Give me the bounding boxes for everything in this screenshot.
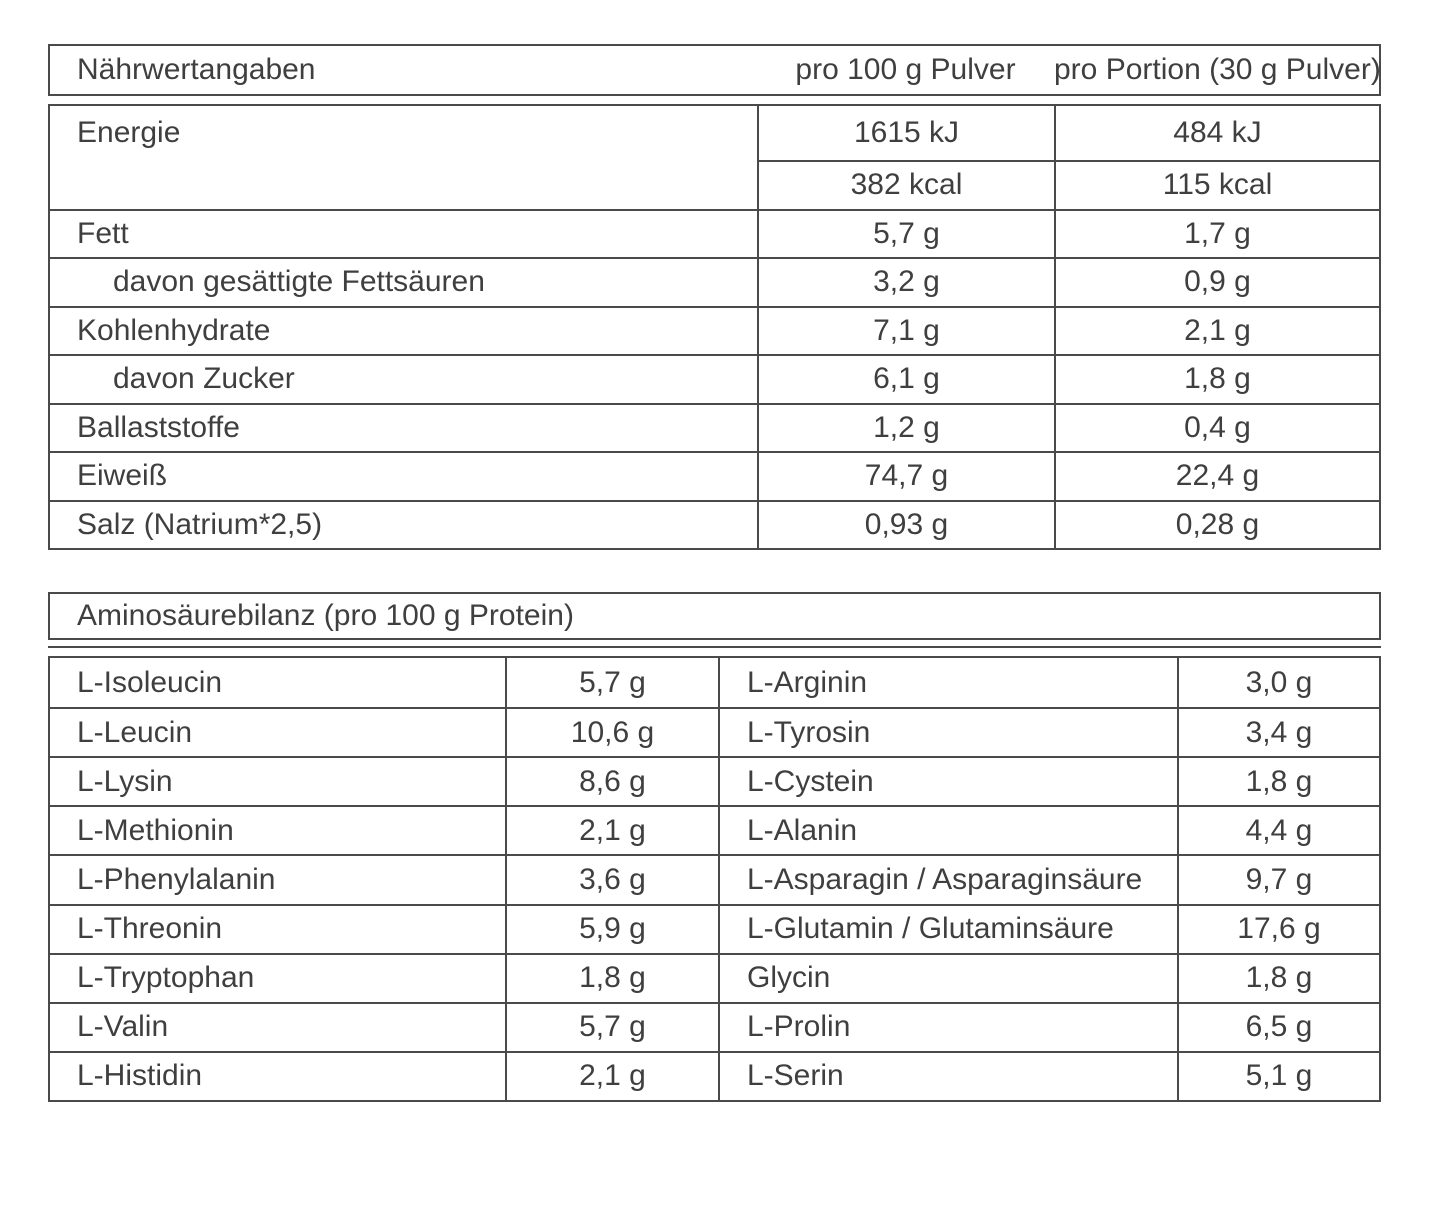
value-per-100g: 5,7 g (757, 208, 1054, 257)
amino-name: L-Serin (718, 1050, 1177, 1100)
amino-value: 3,4 g (1177, 707, 1379, 757)
amino-value: 1,8 g (505, 952, 718, 1002)
column-header-per-100g: pro 100 g Pulver (795, 53, 1016, 86)
nutrient-label: Ballaststoffe (50, 402, 757, 452)
value-per-portion-energie-kj: 484 kJ (1054, 106, 1379, 160)
nutrient-label-sub: davon Zucker (50, 354, 757, 403)
value-per-100g: 74,7 g (757, 451, 1054, 500)
amino-value: 2,1 g (505, 805, 718, 855)
amino-value: 9,7 g (1177, 854, 1379, 904)
amino-name: L-Asparagin / Asparaginsäure (718, 854, 1177, 904)
amino-name: L-Cystein (718, 756, 1177, 806)
value-per-100g: 6,1 g (757, 354, 1054, 403)
nutrient-label: Fett (50, 208, 757, 258)
value-per-100g: 3,2 g (757, 257, 1054, 306)
amino-name: L-Arginin (718, 658, 1177, 708)
value-per-portion: 0,9 g (1054, 257, 1379, 306)
amino-name: L-Isoleucin (77, 665, 223, 699)
nutrient-label: Salz (Natrium*2,5) (50, 499, 757, 549)
value-per-100g-energie-kcal: 382 kcal (757, 160, 1054, 209)
amino-value: 5,7 g (505, 1001, 718, 1051)
value-per-portion: 0,28 g (1054, 499, 1379, 548)
amino-table-divider-rule (48, 646, 1381, 648)
nutrition-table-header: Nährwertangaben pro 100 g Pulver pro Por… (48, 44, 1381, 96)
nutrient-label-energie: Energie (77, 116, 181, 149)
value-per-100g: 0,93 g (757, 499, 1054, 548)
amino-name: L-Threonin (50, 903, 505, 953)
nutrient-label-sub: davon gesättigte Fettsäuren (50, 257, 757, 306)
amino-name: L-Tyrosin (718, 707, 1177, 757)
amino-value: 5,1 g (1177, 1050, 1379, 1100)
amino-name: L-Leucin (50, 707, 505, 756)
value-per-100g: 1,2 g (757, 402, 1054, 451)
value-per-portion: 0,4 g (1054, 402, 1379, 451)
amino-value: 4,4 g (1177, 805, 1379, 855)
column-header-per-portion: pro Portion (30 g Pulver) (1054, 53, 1381, 86)
amino-name: L-Tryptophan (50, 952, 505, 1002)
amino-name: L-Glutamin / Glutaminsäure (718, 903, 1177, 953)
amino-value: 5,7 g (505, 658, 718, 708)
amino-name: L-Histidin (50, 1050, 505, 1100)
amino-name: L-Methionin (50, 805, 505, 854)
amino-value: 1,8 g (1177, 952, 1379, 1002)
amino-table-title: Aminosäurebilanz (pro 100 g Protein) (77, 599, 574, 632)
amino-table-body: L-Isoleucin 5,7 g L-Arginin 3,0 g L-Leuc… (48, 656, 1381, 1102)
amino-name: L-Valin (50, 1001, 505, 1051)
amino-name: L-Lysin (50, 756, 505, 805)
amino-value: 2,1 g (505, 1050, 718, 1100)
amino-name: Glycin (718, 952, 1177, 1002)
amino-table-header: Aminosäurebilanz (pro 100 g Protein) (48, 592, 1381, 640)
nutrient-label: Eiweiß (50, 451, 757, 500)
amino-value: 1,8 g (1177, 756, 1379, 806)
value-per-portion: 1,7 g (1054, 208, 1379, 257)
value-per-100g-energie-kj: 1615 kJ (757, 106, 1054, 160)
value-per-portion: 1,8 g (1054, 354, 1379, 403)
value-per-100g: 7,1 g (757, 305, 1054, 354)
amino-value: 6,5 g (1177, 1001, 1379, 1051)
amino-value: 3,0 g (1177, 658, 1379, 708)
value-per-portion-energie-kcal: 115 kcal (1054, 160, 1379, 209)
nutrition-table-title: Nährwertangaben (77, 53, 316, 86)
amino-name: L-Phenylalanin (50, 854, 505, 903)
amino-value: 8,6 g (505, 756, 718, 806)
amino-name: L-Prolin (718, 1001, 1177, 1051)
amino-value: 17,6 g (1177, 903, 1379, 953)
value-per-portion: 2,1 g (1054, 305, 1379, 354)
amino-value: 5,9 g (505, 903, 718, 953)
nutrient-label: Kohlenhydrate (50, 305, 757, 355)
amino-value: 10,6 g (505, 707, 718, 757)
value-per-portion: 22,4 g (1054, 451, 1379, 500)
amino-value: 3,6 g (505, 854, 718, 904)
nutrition-table-body: Energie 1615 kJ 484 kJ 382 kcal 115 kcal… (48, 104, 1381, 550)
amino-name: L-Alanin (718, 805, 1177, 855)
